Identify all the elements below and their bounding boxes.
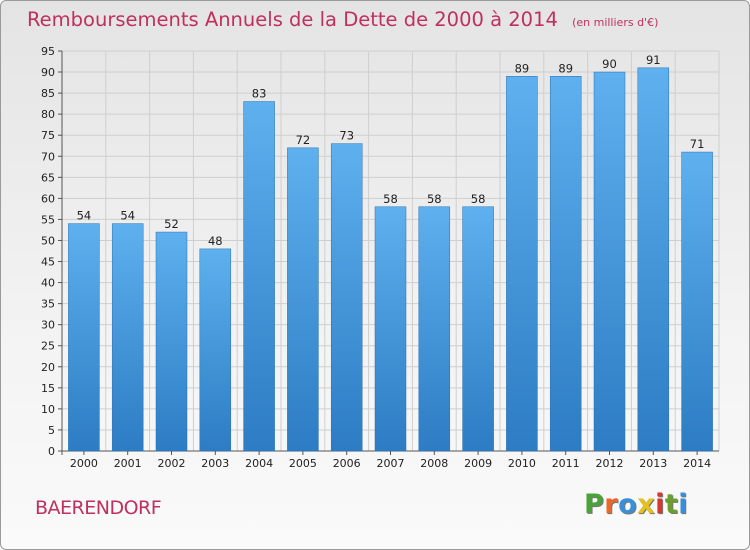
data-label-2001: 54: [120, 209, 135, 223]
bar-2012[interactable]: [593, 71, 626, 452]
y-tick-label: 35: [41, 298, 55, 311]
data-label-2003: 48: [208, 234, 223, 248]
y-tick-label: 0: [48, 445, 55, 458]
data-labels: 54 54 52 48 83 72 73 58 58 58 89 89 90 91 71: [77, 53, 705, 248]
logo-letter: x: [637, 489, 656, 520]
bar-2013[interactable]: [637, 67, 670, 452]
y-tick-label: 5: [48, 424, 55, 437]
x-tick-label-2008: 2008: [420, 457, 448, 470]
bar-2011[interactable]: [549, 76, 582, 452]
bar-2002[interactable]: [155, 231, 188, 452]
logo-letter: r: [604, 489, 619, 520]
y-tick-label: 15: [41, 382, 55, 395]
x-tick-label-2003: 2003: [201, 457, 229, 470]
city-name: BAERENDORF: [35, 497, 162, 519]
tick-labels: 0 5 10 15 20 25 30 35 40 45 50 55 60 65 70 75 80 85 90 95 20…: [41, 45, 711, 470]
data-label-2002: 52: [164, 217, 179, 231]
y-tick-label: 60: [41, 192, 55, 205]
data-label-2006: 73: [339, 129, 354, 143]
x-tick-label-2013: 2013: [639, 457, 667, 470]
y-tick-label: 85: [41, 87, 55, 100]
y-tick-label: 50: [41, 234, 55, 247]
bar-2003[interactable]: [199, 248, 232, 452]
bar-2014[interactable]: [681, 151, 713, 452]
x-tick-label-2000: 2000: [70, 457, 98, 470]
y-tick-label: 30: [41, 319, 55, 332]
data-label-2005: 72: [296, 133, 311, 147]
bar-2004[interactable]: [243, 101, 275, 452]
bars: [68, 67, 713, 452]
data-label-2014: 71: [690, 137, 705, 151]
x-tick-label-2011: 2011: [552, 457, 580, 470]
x-tick-label-2014: 2014: [683, 457, 711, 470]
data-label-2010: 89: [515, 61, 530, 75]
data-label-2013: 91: [646, 53, 661, 67]
bar-2000[interactable]: [68, 223, 100, 452]
data-label-2004: 83: [252, 87, 267, 101]
data-label-2008: 58: [427, 192, 442, 206]
chart-title-text: Remboursements Annuels de la Dette de 20…: [27, 8, 558, 31]
y-tick-label: 80: [41, 108, 55, 121]
bar-2001[interactable]: [111, 223, 144, 452]
bar-2007[interactable]: [374, 206, 407, 452]
x-tick-label-2006: 2006: [333, 457, 361, 470]
bar-2008[interactable]: [418, 206, 451, 452]
chart-subtitle: (en milliers d'€): [572, 16, 659, 29]
x-tick-label-2002: 2002: [158, 457, 186, 470]
x-tick-label-2004: 2004: [245, 457, 273, 470]
bar-2010[interactable]: [506, 76, 538, 452]
logo-letter: o: [618, 489, 638, 520]
data-label-2007: 58: [383, 192, 398, 206]
y-tick-label: 45: [41, 256, 55, 269]
x-tick-label-2005: 2005: [289, 457, 317, 470]
data-label-2012: 90: [602, 57, 617, 71]
y-tick-label: 55: [41, 213, 55, 226]
y-tick-label: 25: [41, 340, 55, 353]
logo-letter: i: [655, 489, 665, 520]
y-tick-label: 65: [41, 171, 55, 184]
proxiti-logo[interactable]: Proxiti: [584, 489, 688, 520]
data-label-2011: 89: [558, 61, 573, 75]
x-tick-label-2007: 2007: [377, 457, 405, 470]
y-tick-label: 40: [41, 277, 55, 290]
y-tick-label: 70: [41, 150, 55, 163]
y-tick-label: 20: [41, 361, 55, 374]
logo-letter: P: [584, 489, 605, 520]
x-tick-label-2009: 2009: [464, 457, 492, 470]
x-tick-label-2012: 2012: [596, 457, 624, 470]
y-tick-label: 95: [41, 45, 55, 58]
chart-title: Remboursements Annuels de la Dette de 20…: [27, 8, 658, 31]
y-tick-label: 90: [41, 66, 55, 79]
y-tick-label: 10: [41, 403, 55, 416]
logo-letter: i: [678, 489, 689, 520]
x-tick-label-2001: 2001: [114, 457, 142, 470]
bar-2005[interactable]: [287, 147, 319, 452]
logo-letter: t: [664, 489, 679, 520]
x-tick-label-2010: 2010: [508, 457, 536, 470]
bar-2009[interactable]: [462, 206, 494, 452]
data-label-2009: 58: [471, 192, 486, 206]
y-tick-label: 75: [41, 129, 55, 142]
data-label-2000: 54: [77, 209, 92, 223]
bar-2006[interactable]: [330, 143, 363, 452]
